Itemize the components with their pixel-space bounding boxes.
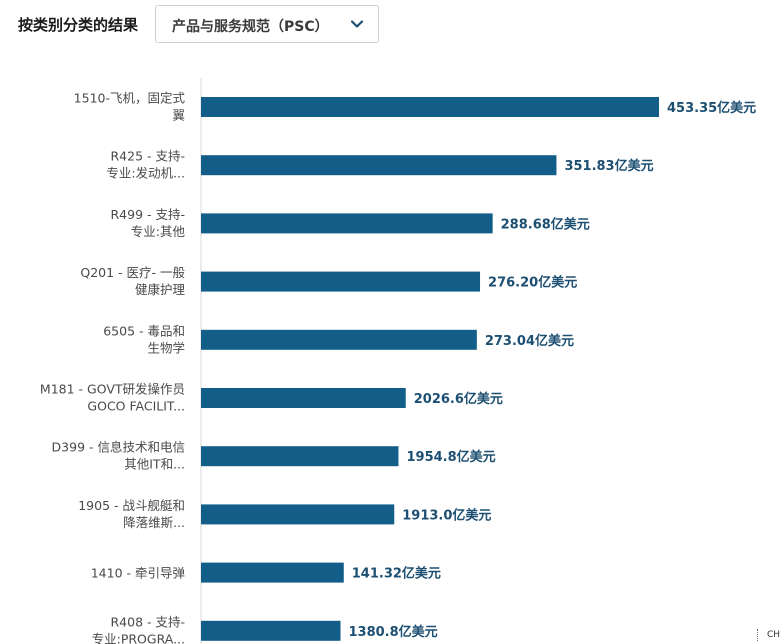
category-label: 1410 - 牵引导弹 [91,566,185,581]
category-label: 专业:PROGRA... [92,631,185,644]
category-label: 1905 - 战斗舰艇和 [78,498,185,513]
category-label: 翼 [172,108,185,123]
category-label: 其他IT和... [124,457,185,472]
data-label: 1913.0亿美元 [402,507,491,523]
bar[interactable] [201,388,406,408]
category-label: GOCO FACILIT... [87,399,185,414]
category-label: D399 - 信息技术和电信 [52,440,185,455]
data-label: 273.04亿美元 [485,333,574,349]
corner-text: CH [767,630,781,640]
bar[interactable] [201,504,395,525]
bar[interactable] [201,446,399,467]
data-label: 141.32亿美元 [352,566,441,582]
data-label: 453.35亿美元 [667,100,756,116]
bar[interactable] [201,213,493,234]
category-label: 1510-飞机，固定式 [74,91,186,106]
data-label: 288.68亿美元 [501,216,590,232]
chevron-down-icon [350,20,364,28]
data-label: 1954.8亿美元 [406,449,495,465]
category-label: 6505 - 毒品和 [103,323,185,338]
data-label: 2026.6亿美元 [414,391,503,407]
category-label: R425 - 支持- [110,149,185,164]
category-label: Q201 - 医疗- 一般 [80,265,185,280]
category-label: R499 - 支持- [110,207,185,222]
bar[interactable] [201,620,341,641]
category-label: 降落维斯... [123,515,185,530]
bar[interactable] [201,97,659,117]
corner-divider [757,629,760,641]
bar[interactable] [201,155,557,176]
category-label: 专业:其他 [131,224,186,239]
dropdown-selected-value: 产品与服务规范（PSC） [172,19,329,35]
bar[interactable] [201,562,344,583]
data-label: 1380.8亿美元 [348,624,437,640]
category-dropdown[interactable]: 产品与服务规范（PSC） [155,5,379,43]
category-label: 健康护理 [135,282,186,297]
category-label: 专业:发动机... [106,166,185,181]
category-label: R408 - 支持- [110,614,185,629]
bar[interactable] [201,329,477,350]
data-label: 351.83亿美元 [564,158,653,174]
bar[interactable] [201,271,481,292]
data-label: 276.20亿美元 [488,275,577,291]
category-label: 生物学 [147,340,185,355]
category-label: M181 - GOVT研发操作员 [40,382,185,397]
results-by-category-label: 按类别分类的结果 [18,16,139,34]
